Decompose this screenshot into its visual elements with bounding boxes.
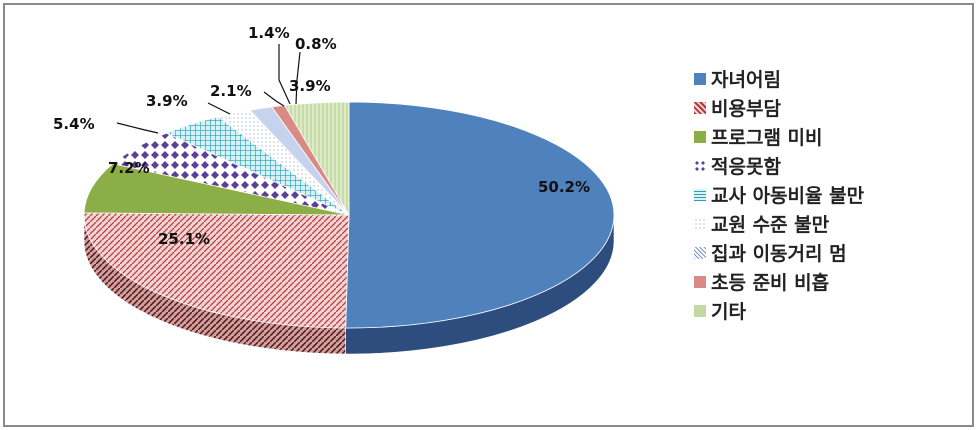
legend-label-5: 교원 수준 불만 [711, 214, 830, 236]
leader-line-3 [116, 122, 159, 134]
legend-item-6: 집과 이동거리 멈 [694, 238, 864, 267]
legend-swatch-4 [694, 188, 706, 201]
legend-label-2: 프로그램 미비 [711, 127, 823, 149]
legend-label-8: 기타 [711, 301, 746, 323]
legend-label-6: 집과 이동거리 멈 [711, 243, 847, 265]
pie-slice-2 [83, 163, 350, 216]
data-label-3: 5.4% [53, 115, 95, 133]
legend-label-7: 초등 준비 비흡 [711, 272, 830, 294]
legend-item-3: 적응못함 [694, 151, 864, 180]
legend-label-1: 비용부담 [711, 98, 781, 120]
legend-item-1: 비용부담 [694, 93, 864, 122]
legend-swatch-0 [694, 72, 706, 85]
data-label-7: 0.8% [295, 35, 337, 53]
leader-line-7 [295, 51, 301, 105]
pie-slice-8 [284, 101, 350, 217]
legend-item-5: 교원 수준 불만 [694, 209, 864, 238]
legend-swatch-3 [694, 159, 706, 172]
leader-line-4 [207, 102, 231, 115]
legend-item-2: 프로그램 미비 [694, 122, 864, 151]
data-label-0: 50.2% [538, 178, 590, 196]
data-label-2: 7.2% [108, 159, 150, 177]
data-label-5: 2.1% [210, 82, 252, 100]
data-label-4: 3.9% [146, 92, 188, 110]
legend-item-4: 교사 아동비율 불만 [694, 180, 864, 209]
legend-swatch-6 [694, 246, 706, 259]
legend-swatch-8 [694, 304, 706, 317]
legend-label-0: 자녀어림 [711, 69, 781, 91]
data-label-6: 1.4% [248, 24, 290, 42]
pie-slice-1 [83, 212, 350, 329]
legend-item-0: 자녀어림 [694, 64, 864, 93]
data-label-1: 25.1% [158, 230, 210, 248]
data-label-8: 3.9% [289, 77, 331, 95]
legend-swatch-2 [694, 130, 706, 143]
legend-swatch-1 [694, 101, 706, 114]
legend-item-8: 기타 [694, 296, 864, 325]
legend-item-7: 초등 준비 비흡 [694, 267, 864, 296]
legend-label-3: 적응못함 [711, 156, 781, 178]
pie-slice-0 [345, 101, 615, 329]
leader-line-5 [263, 91, 285, 107]
legend-label-4: 교사 아동비율 불만 [711, 185, 865, 207]
legend-swatch-5 [694, 217, 706, 230]
leader-line-6 [278, 44, 291, 105]
legend-swatch-7 [694, 275, 706, 288]
